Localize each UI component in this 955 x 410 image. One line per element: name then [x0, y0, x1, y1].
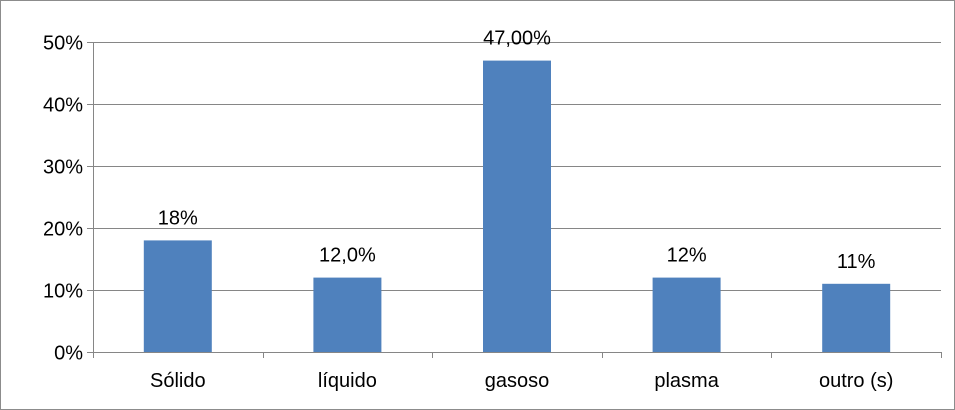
- x-tick-label: outro (s): [819, 370, 893, 392]
- bars: [143, 60, 891, 352]
- y-tick-label: 50%: [43, 33, 83, 55]
- x-axis-labels: Sólido líquido gasoso plasma outro (s): [150, 370, 893, 392]
- data-label: 12,0%: [319, 245, 376, 267]
- y-tick-label: 0%: [54, 343, 83, 365]
- y-axis-ticks: 0% 10% 20% 30% 40% 50%: [43, 33, 93, 365]
- bar: [822, 283, 891, 352]
- x-tick-label: gasoso: [485, 370, 550, 392]
- y-tick-label: 10%: [43, 281, 83, 303]
- data-label: 12%: [667, 245, 707, 267]
- bar: [483, 60, 551, 352]
- data-label: 18%: [158, 207, 198, 229]
- data-label: 47,00%: [483, 28, 551, 50]
- data-label: 11%: [837, 251, 876, 273]
- x-tick-label: plasma: [654, 370, 719, 392]
- data-labels: 18% 12,0% 47,00% 12% 11%: [158, 28, 876, 273]
- y-tick-label: 30%: [43, 157, 83, 179]
- x-tick-label: líquido: [318, 370, 377, 392]
- bar: [652, 277, 721, 352]
- axes: [93, 42, 942, 358]
- y-tick-label: 20%: [43, 219, 83, 241]
- bar: [313, 277, 382, 352]
- y-tick-label: 40%: [43, 95, 83, 117]
- x-tick-label: Sólido: [150, 370, 206, 392]
- bar: [143, 240, 212, 352]
